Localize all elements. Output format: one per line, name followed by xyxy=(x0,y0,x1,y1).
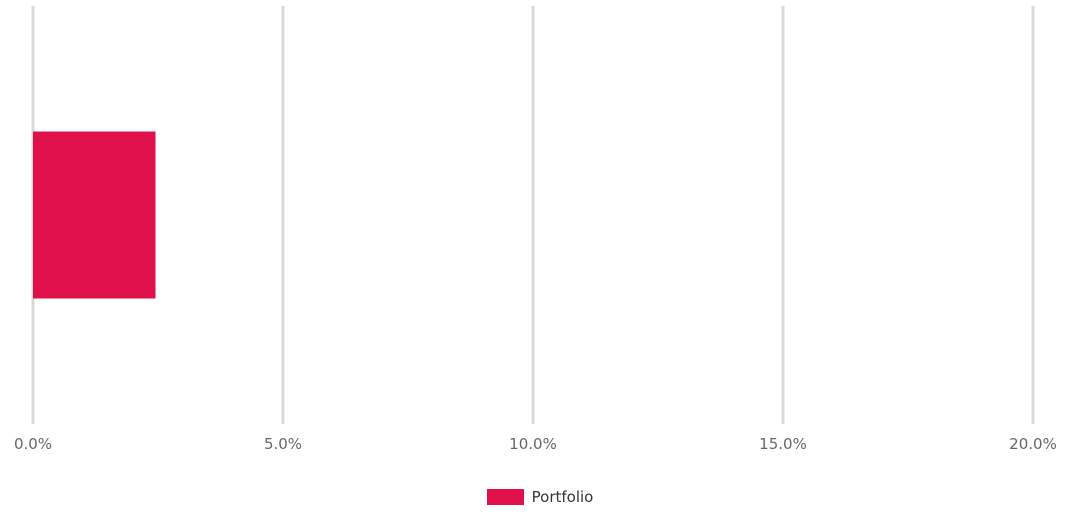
x-tick-label-3: 15.0% xyxy=(759,435,807,453)
x-tick-label-1: 5.0% xyxy=(264,435,302,453)
legend-swatch-portfolio xyxy=(486,489,524,505)
legend-label-portfolio: Portfolio xyxy=(531,488,594,506)
legend[interactable]: Portfolio xyxy=(0,488,1080,506)
bar-0-0[interactable] xyxy=(33,131,156,299)
x-tick-label-2: 10.0% xyxy=(509,435,557,453)
x-tick-label-0: 0.0% xyxy=(14,435,52,453)
x-tick-label-4: 20.0% xyxy=(1009,435,1057,453)
